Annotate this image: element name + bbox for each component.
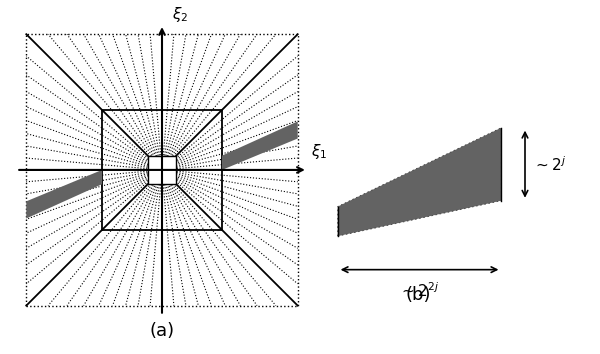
Text: $\xi_2$: $\xi_2$ <box>172 5 188 24</box>
Polygon shape <box>26 170 102 218</box>
Polygon shape <box>148 156 176 184</box>
Text: $\sim 2^{2j}$: $\sim 2^{2j}$ <box>400 281 440 300</box>
Polygon shape <box>222 121 298 170</box>
Text: (a): (a) <box>149 322 175 340</box>
Text: $\xi_1$: $\xi_1$ <box>311 142 327 161</box>
Polygon shape <box>338 128 502 236</box>
Text: $\sim 2^j$: $\sim 2^j$ <box>533 155 566 173</box>
Text: (b): (b) <box>406 286 431 304</box>
